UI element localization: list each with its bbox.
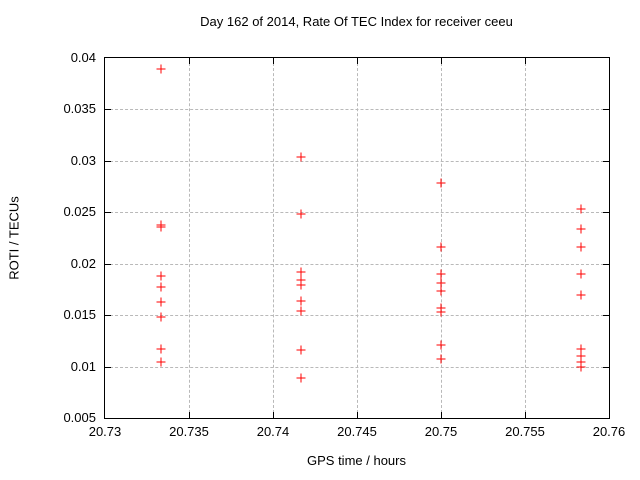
data-point-marker [576,351,586,361]
data-point-marker [296,306,306,316]
x-tick-top [273,58,274,64]
data-point-marker [156,271,166,281]
x-tick-bottom [525,412,526,418]
horizontal-gridline [105,315,609,317]
data-point-marker [436,286,446,296]
chart-title: Day 162 of 2014, Rate Of TEC Index for r… [200,14,513,29]
x-tick-label: 20.755 [505,424,545,439]
data-point-marker [576,269,586,279]
data-point-marker [156,282,166,292]
data-point-marker [576,204,586,214]
data-point-marker [296,296,306,306]
data-point-marker [296,267,306,277]
x-tick-top [441,58,442,64]
x-tick-label: 20.73 [88,424,122,439]
x-tick-label: 20.735 [169,424,209,439]
x-tick-bottom [441,412,442,418]
y-tick-left [105,160,111,162]
x-tick-bottom [273,412,274,418]
y-tick-label: 0.03 [70,152,96,168]
vertical-gridline [441,58,442,418]
data-point-marker [156,312,166,322]
y-tick-label: 0.02 [70,255,96,271]
data-point-marker [436,242,446,252]
x-tick-top [189,58,190,64]
data-point-marker [156,344,166,354]
data-point-marker [436,340,446,350]
y-tick-right [603,212,609,214]
y-tick-left [105,315,111,317]
y-tick-right [603,160,609,162]
y-tick-right [603,366,609,368]
y-tick-right [603,109,609,111]
vertical-gridline [357,58,358,418]
x-tick-label: 20.745 [337,424,377,439]
data-point-marker [296,373,306,383]
x-tick-label: 20.75 [424,424,458,439]
x-tick-bottom [189,412,190,418]
data-point-marker [436,278,446,288]
y-tick-label: 0.035 [63,101,96,117]
horizontal-gridline [105,263,609,265]
data-point-marker [156,297,166,307]
y-tick-left [105,366,111,368]
y-tick-label: 0.04 [70,50,96,65]
y-tick-left [105,212,111,214]
data-point-marker [156,357,166,367]
horizontal-gridline [105,109,609,111]
y-tick-label: 0.015 [63,307,96,323]
data-point-marker [436,269,446,279]
data-point-marker [156,64,166,74]
data-point-marker [296,280,306,290]
data-point-marker [436,354,446,364]
x-tick-top [525,58,526,64]
x-tick-top [357,58,358,64]
data-point-marker [436,307,446,317]
data-point-marker [296,345,306,355]
vertical-gridline [273,58,274,418]
y-tick-right [603,315,609,317]
data-point-marker [576,344,586,354]
data-point-marker [296,152,306,162]
y-tick-left [105,109,111,111]
vertical-gridline [525,58,526,418]
data-point-marker [576,242,586,252]
data-point-marker [296,275,306,285]
y-tick-label: 0.005 [63,410,96,425]
horizontal-gridline [105,366,609,368]
data-point-marker [156,222,166,232]
data-point-marker [576,224,586,234]
horizontal-gridline [105,212,609,214]
x-axis-label: GPS time / hours [307,453,406,468]
y-tick-label: 0.025 [63,204,96,220]
y-tick-label: 0.01 [70,358,96,374]
plot-area [104,57,610,419]
x-tick-label: 20.76 [592,424,626,439]
data-point-marker [576,362,586,372]
data-point-marker [576,290,586,300]
x-tick-label: 20.74 [256,424,290,439]
x-tick-bottom [357,412,358,418]
y-tick-right [603,263,609,265]
horizontal-gridline [105,160,609,162]
data-point-marker [296,209,306,219]
data-point-marker [436,178,446,188]
vertical-gridline [189,58,190,418]
y-tick-left [105,263,111,265]
